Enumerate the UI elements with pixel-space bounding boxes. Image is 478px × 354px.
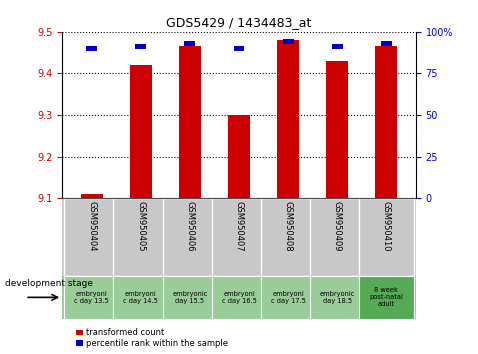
Bar xyxy=(135,44,146,49)
Bar xyxy=(282,39,293,44)
Bar xyxy=(163,198,217,276)
Title: GDS5429 / 1434483_at: GDS5429 / 1434483_at xyxy=(166,16,312,29)
Bar xyxy=(65,276,119,319)
Text: embryoni
c day 14.5: embryoni c day 14.5 xyxy=(123,291,158,304)
Text: embryonic
day 15.5: embryonic day 15.5 xyxy=(172,291,207,304)
Legend: transformed count, percentile rank within the sample: transformed count, percentile rank withi… xyxy=(76,329,228,348)
Bar xyxy=(277,40,299,198)
Text: embryoni
c day 16.5: embryoni c day 16.5 xyxy=(222,291,256,304)
Bar xyxy=(381,41,392,46)
Bar xyxy=(332,44,343,49)
Text: GSM950404: GSM950404 xyxy=(87,201,96,251)
Bar xyxy=(212,276,266,319)
Bar xyxy=(326,61,348,198)
Bar xyxy=(261,276,315,319)
Text: GSM950409: GSM950409 xyxy=(333,201,342,251)
Bar xyxy=(212,198,266,276)
Text: GSM950408: GSM950408 xyxy=(283,201,293,251)
Text: GSM950405: GSM950405 xyxy=(136,201,145,251)
Bar xyxy=(375,46,397,198)
Bar xyxy=(81,194,103,198)
Text: GSM950406: GSM950406 xyxy=(185,201,195,251)
Text: development stage: development stage xyxy=(5,279,93,288)
Bar xyxy=(228,115,250,198)
Bar xyxy=(359,276,413,319)
Bar xyxy=(163,276,217,319)
Bar xyxy=(185,41,196,46)
Bar xyxy=(113,198,168,276)
Text: GSM950407: GSM950407 xyxy=(235,201,243,251)
Text: 8 week
post-natal
adult: 8 week post-natal adult xyxy=(369,287,403,307)
Bar xyxy=(310,198,365,276)
Text: embryoni
c day 17.5: embryoni c day 17.5 xyxy=(271,291,305,304)
Text: embryoni
c day 13.5: embryoni c day 13.5 xyxy=(74,291,109,304)
Bar xyxy=(234,46,244,51)
Text: GSM950410: GSM950410 xyxy=(382,201,391,251)
Bar xyxy=(130,65,152,198)
Bar xyxy=(359,198,413,276)
Bar xyxy=(113,276,168,319)
Bar xyxy=(65,198,119,276)
Bar xyxy=(86,46,97,51)
Text: embryonic
day 18.5: embryonic day 18.5 xyxy=(320,291,355,304)
Bar xyxy=(310,276,365,319)
Bar xyxy=(179,46,201,198)
Bar xyxy=(261,198,315,276)
